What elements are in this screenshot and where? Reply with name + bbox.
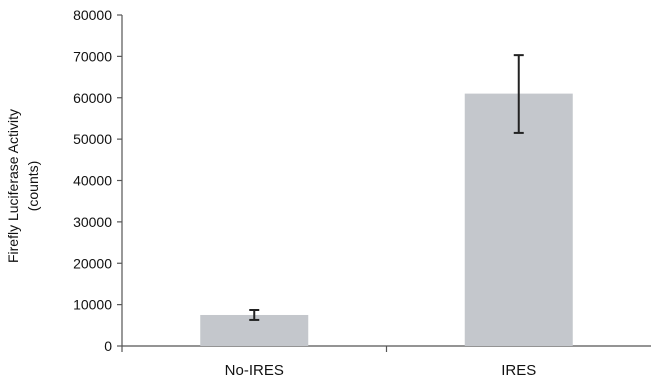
bar-ires <box>464 93 573 346</box>
x-tick-label: No-IRES <box>225 362 284 379</box>
y-tick-label: 30000 <box>73 214 112 230</box>
y-tick-label: 40000 <box>73 173 112 189</box>
y-tick-label: 60000 <box>73 90 112 106</box>
x-tick-labels: No-IRES IRES <box>225 362 537 379</box>
y-axis-title-line1: Firefly Luciferase Activity <box>5 109 21 263</box>
y-axis-title: Firefly Luciferase Activity (counts) <box>5 109 41 263</box>
y-tick-label: 10000 <box>73 297 112 313</box>
y-tick-label: 80000 <box>73 7 112 23</box>
y-ticks: 0 10000 20000 30000 40000 50000 60000 70000 8000… <box>73 7 122 354</box>
y-tick-label: 0 <box>104 338 112 354</box>
y-tick-label: 20000 <box>73 255 112 271</box>
y-tick-label: 70000 <box>73 48 112 64</box>
bars <box>200 54 573 346</box>
x-tick-label: IRES <box>501 362 536 379</box>
y-axis-title-line2: (counts) <box>25 161 41 212</box>
y-tick-label: 50000 <box>73 131 112 147</box>
